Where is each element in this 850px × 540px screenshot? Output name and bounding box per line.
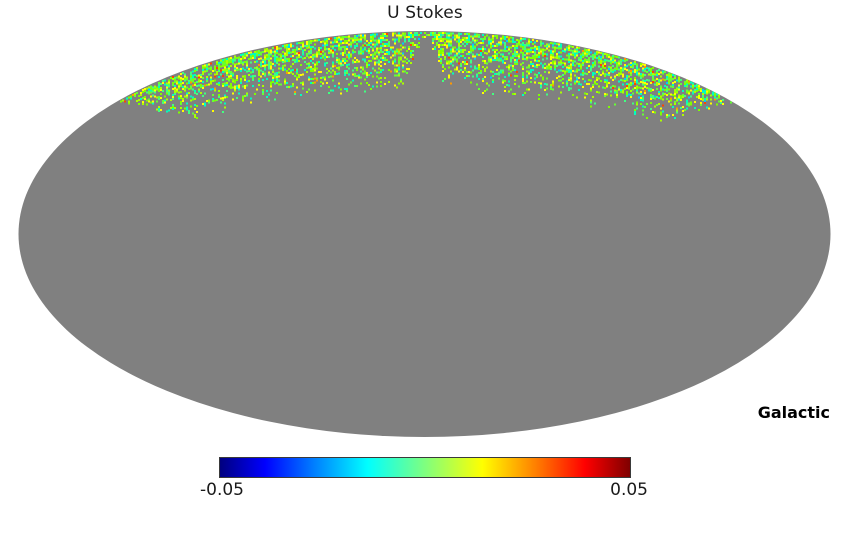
observed-data-band — [120, 32, 732, 122]
colorbar-tick-labels: -0.05 0.05 — [200, 480, 648, 502]
masked-sky-region — [18, 31, 831, 437]
colorbar-max-tick-label: 0.05 — [610, 480, 648, 500]
colorbar[interactable]: -0.05 0.05 — [200, 457, 648, 502]
coordinate-system-label: Galactic — [757, 403, 830, 422]
colorbar-gradient[interactable] — [219, 457, 631, 478]
colorbar-min-tick-label: -0.05 — [200, 480, 244, 500]
page-title: U Stokes — [387, 3, 463, 23]
